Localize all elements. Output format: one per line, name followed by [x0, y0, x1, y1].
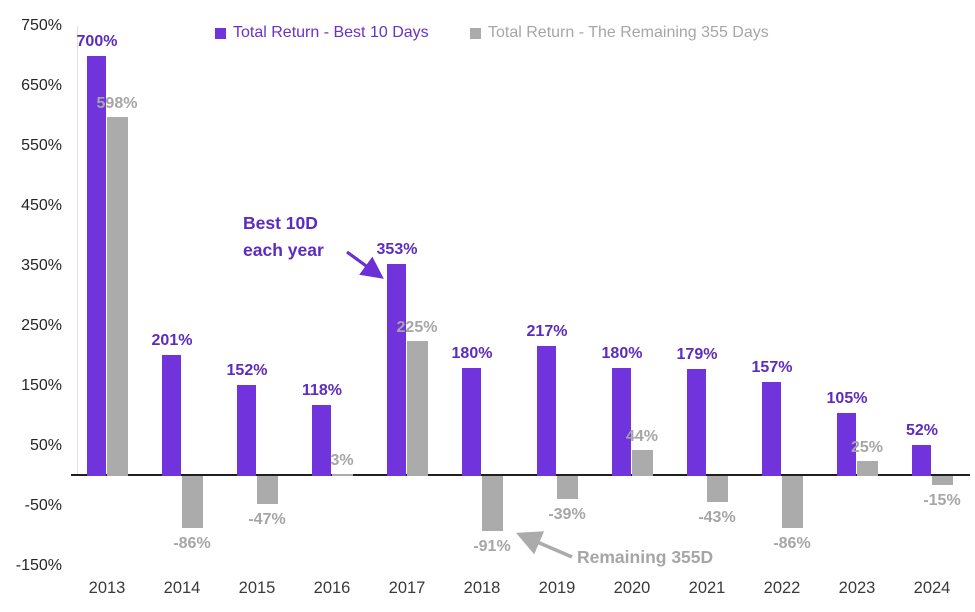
y-axis-tick-350%: 350% — [21, 257, 62, 274]
legend-swatch-best-10-days — [215, 27, 226, 39]
bar-best-10-days-2022 — [762, 381, 781, 476]
bar-best-10-days-2017 — [387, 264, 406, 476]
x-axis-tick-2020: 2020 — [613, 579, 651, 597]
data-label-best-10-days-2014: 201% — [151, 332, 193, 350]
bar-best-10-days-2019 — [537, 345, 556, 476]
data-label-best-10-days-2021: 179% — [676, 345, 718, 363]
y-axis-tick-150%: 150% — [21, 377, 62, 394]
x-axis-tick-2016: 2016 — [313, 579, 351, 597]
data-label-remaining-355-days-2017: 225% — [396, 319, 438, 336]
x-axis-tick-2019: 2019 — [538, 579, 576, 597]
data-label-best-10-days-2020: 180% — [601, 345, 643, 362]
bar-remaining-355-days-2014 — [182, 476, 203, 528]
x-axis-tick-2022: 2022 — [763, 579, 801, 597]
data-label-best-10-days-2024: 52% — [905, 421, 939, 439]
x-axis-tick-2023: 2023 — [838, 579, 876, 597]
y-axis-tick-650%: 650% — [21, 77, 62, 94]
bar-remaining-355-days-2019 — [557, 476, 578, 500]
data-label-best-10-days-2023: 105% — [826, 390, 868, 407]
x-axis-tick-2018: 2018 — [463, 579, 501, 597]
bar-best-10-days-2024 — [912, 444, 931, 476]
data-label-remaining-355-days-2024: -15% — [923, 492, 961, 509]
y-axis-tick--150%: -150% — [15, 557, 62, 574]
x-axis-tick-2013: 2013 — [88, 579, 126, 597]
bar-remaining-355-days-2023 — [857, 461, 878, 476]
data-label-remaining-355-days-2014: -86% — [173, 534, 211, 552]
y-axis-tick-750%: 750% — [21, 17, 62, 34]
data-label-best-10-days-2013: 700% — [76, 33, 118, 50]
data-label-remaining-355-days-2019: -39% — [548, 506, 586, 524]
data-label-remaining-355-days-2015: -47% — [248, 511, 286, 529]
legend-swatch-remaining-355-days — [470, 27, 481, 39]
bar-remaining-355-days-2013 — [107, 117, 128, 476]
bar-remaining-355-days-2016 — [332, 474, 353, 476]
legend-item-remaining-355-days: Total Return - The Remaining 355 Days — [470, 24, 769, 42]
data-label-remaining-355-days-2020: 44% — [625, 427, 659, 445]
bar-best-10-days-2021 — [687, 368, 706, 476]
data-label-remaining-355-days-2021: -43% — [698, 508, 736, 526]
annotation-remaining-355d: Remaining 355D — [577, 547, 713, 568]
bar-remaining-355-days-2021 — [707, 476, 728, 502]
data-label-remaining-355-days-2022: -86% — [773, 534, 811, 552]
data-label-best-10-days-2022: 157% — [751, 358, 793, 376]
legend-label-best-10-days: Total Return - Best 10 Days — [233, 24, 429, 41]
x-axis-tick-2021: 2021 — [688, 579, 726, 597]
data-label-remaining-355-days-2023: 25% — [850, 439, 884, 456]
bar-remaining-355-days-2015 — [257, 476, 278, 505]
x-axis-tick-2015: 2015 — [238, 579, 276, 597]
y-axis-tick-550%: 550% — [21, 137, 62, 154]
bar-remaining-355-days-2017 — [407, 341, 428, 476]
x-axis-baseline — [71, 474, 970, 476]
data-label-best-10-days-2015: 152% — [226, 361, 268, 379]
bar-best-10-days-2015 — [237, 384, 256, 476]
data-label-remaining-355-days-2016: 3% — [330, 452, 354, 470]
legend-label-remaining-355-days: Total Return - The Remaining 355 Days — [488, 24, 769, 41]
legend-item-best-10-days: Total Return - Best 10 Days — [215, 24, 429, 42]
bar-best-10-days-2020 — [612, 368, 631, 476]
data-label-best-10-days-2018: 180% — [451, 345, 493, 362]
x-axis-tick-2024: 2024 — [913, 579, 951, 597]
bar-best-10-days-2018 — [462, 368, 481, 476]
annotation-remaining-355d-line1: Remaining 355D — [577, 547, 714, 567]
annotation-best-10d-line2: each year — [243, 240, 324, 260]
bar-remaining-355-days-2022 — [782, 476, 803, 528]
y-axis-tick--50%: -50% — [24, 497, 62, 514]
y-axis-tick-50%: 50% — [29, 437, 62, 454]
y-axis-tick-250%: 250% — [21, 317, 62, 334]
annotation-best-10d: Best 10D each year — [243, 210, 324, 264]
data-label-best-10-days-2019: 217% — [526, 322, 568, 340]
bar-best-10-days-2013 — [87, 56, 106, 476]
data-label-best-10-days-2016: 118% — [301, 382, 343, 400]
data-label-remaining-355-days-2013: 598% — [96, 95, 138, 113]
x-axis-tick-2017: 2017 — [388, 579, 426, 597]
data-label-best-10-days-2017: 353% — [376, 241, 418, 259]
data-label-remaining-355-days-2018: -91% — [473, 537, 511, 555]
bar-best-10-days-2023 — [837, 413, 856, 476]
bar-remaining-355-days-2018 — [482, 476, 503, 531]
y-axis-tick-450%: 450% — [21, 197, 62, 214]
x-axis-tick-2014: 2014 — [163, 579, 201, 597]
bar-best-10-days-2014 — [162, 355, 181, 476]
bar-remaining-355-days-2024 — [932, 476, 953, 485]
y-axis-spine — [77, 26, 78, 476]
bar-remaining-355-days-2020 — [632, 449, 653, 476]
bar-best-10-days-2016 — [312, 405, 331, 476]
annotation-best-10d-line1: Best 10D — [243, 213, 318, 233]
